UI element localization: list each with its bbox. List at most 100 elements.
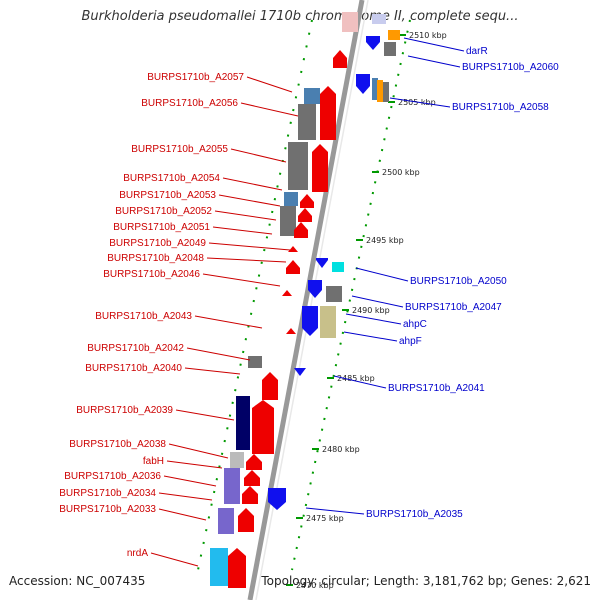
gene-arrow-forward [242,486,258,504]
kbp-tick-label: 2480 kbp [322,445,360,454]
kbp-tick-label: 2510 kbp [409,31,447,40]
gene-block [342,12,358,32]
left-label-leader [206,257,287,263]
gene-block [298,104,316,140]
left-gene-label: nrdA [127,548,148,559]
left-label-leader [194,315,263,329]
gene-arrow-reverse [366,36,380,50]
left-gene-label: BURPS1710b_A2049 [109,238,206,249]
left-label-leader [158,492,213,501]
left-gene-label: BURPS1710b_A2048 [107,253,204,264]
gene-arrow-forward [238,508,254,532]
left-label-leader [150,552,199,567]
left-gene-label: BURPS1710b_A2046 [103,269,200,280]
left-gene-label: BURPS1710b_A2033 [59,504,156,515]
left-label-leader [175,409,235,421]
gene-block [218,508,234,534]
right-label-leader [333,375,387,389]
right-label-leader [389,97,451,108]
gene-block [248,356,262,368]
right-gene-label: ahpF [399,336,422,347]
gene-block [280,206,296,236]
left-gene-label: BURPS1710b_A2055 [131,144,228,155]
right-label-leader [403,37,465,52]
gene-block [326,286,342,302]
gene-arrow-forward [300,194,314,208]
right-label-leader [407,55,461,68]
gene-block [236,396,250,450]
gene-block [332,262,344,272]
gene-block [288,142,308,190]
left-label-leader [218,194,281,207]
kbp-tick-label: 2475 kbp [306,514,344,523]
tick-ring-inner [197,19,313,571]
right-gene-label: darR [466,46,488,57]
accession-label: Accession: NC_007435 [9,574,146,588]
gene-block [304,88,320,104]
gene-marker [288,246,298,252]
gene-arrow-reverse [294,368,306,376]
right-gene-label: BURPS1710b_A2035 [366,509,463,520]
kbp-tick-label: 2470 kbp [296,581,334,590]
left-label-leader [222,177,283,191]
left-label-leader [158,508,207,521]
right-label-leader [343,331,398,342]
right-gene-label: BURPS1710b_A2058 [452,102,549,113]
left-gene-label: BURPS1710b_A2038 [69,439,166,450]
right-gene-label: BURPS1710b_A2041 [388,383,485,394]
kbp-tick-label: 2485 kbp [337,374,375,383]
left-label-leader [214,210,277,221]
left-gene-label: BURPS1710b_A2043 [95,311,192,322]
gene-arrow-forward [333,50,347,68]
gene-marker [286,328,296,334]
left-gene-label: BURPS1710b_A2052 [115,206,212,217]
left-label-leader [166,460,223,469]
genome-stats-label: Topology: circular; Length: 3,181,762 bp… [261,574,591,588]
left-gene-label: BURPS1710b_A2056 [141,98,238,109]
gene-block [383,82,389,102]
gene-block [320,306,336,338]
gene-arrow-forward [246,454,262,470]
gene-block [377,80,383,102]
gene-arrow-forward [244,470,260,486]
left-label-leader [240,102,299,117]
left-gene-label: BURPS1710b_A2040 [85,363,182,374]
gene-arrow-reverse [268,488,286,510]
gene-marker [282,290,292,296]
gene-arrow-forward [286,260,300,274]
gene-block [388,30,400,40]
gene-block [372,14,386,24]
gene-block [210,548,228,586]
right-gene-label: BURPS1710b_A2047 [405,302,502,313]
right-gene-label: BURPS1710b_A2060 [462,62,559,73]
gene-arrow-forward [228,548,246,588]
right-label-leader [345,313,402,325]
left-label-leader [246,76,293,93]
gene-arrow-forward [252,400,274,454]
gene-block [372,78,378,100]
left-gene-label: BURPS1710b_A2053 [119,190,216,201]
left-label-leader [202,273,281,287]
left-gene-label: fabH [143,456,164,467]
gene-arrow-forward [312,144,328,192]
right-label-leader [305,507,365,515]
left-gene-label: BURPS1710b_A2042 [87,343,184,354]
left-label-leader [163,475,217,487]
gene-arrow-forward [298,208,312,222]
left-label-leader [208,242,291,251]
gene-block [230,452,244,468]
left-label-leader [168,443,229,459]
left-gene-label: BURPS1710b_A2039 [76,405,173,416]
gene-arrow-reverse [316,258,328,268]
gene-block [384,42,396,56]
right-label-leader [355,267,409,282]
gene-arrow-forward [320,86,336,140]
left-label-leader [230,148,287,163]
left-label-leader [186,347,251,361]
kbp-tick-label: 2490 kbp [352,306,390,315]
gene-block [284,192,298,206]
gene-arrow-reverse [308,280,322,298]
gene-arrow-forward [294,222,308,238]
